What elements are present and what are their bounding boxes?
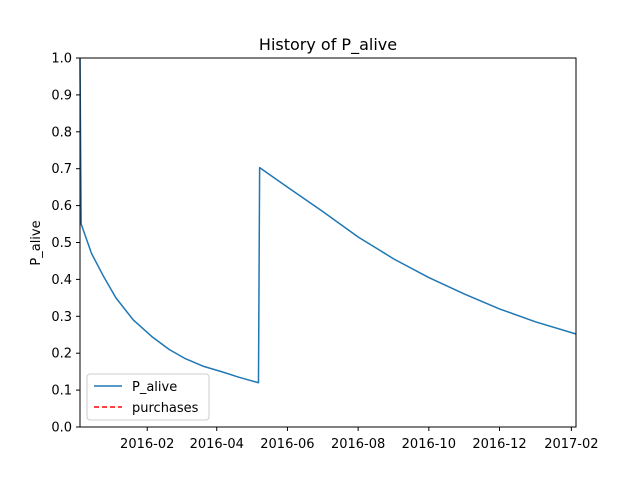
legend: P_alive purchases — [86, 373, 210, 421]
series-layer — [79, 57, 577, 384]
x-tick-label: 2016-12 — [472, 437, 526, 452]
x-tick-label: 2016-08 — [331, 437, 385, 452]
y-tick-label: 0.6 — [51, 199, 72, 214]
y-tick-label: 1.0 — [51, 52, 72, 67]
y-tick-label: 0.1 — [51, 384, 72, 399]
y-tick-label: 0.2 — [51, 347, 72, 362]
x-tick-label: 2016-06 — [260, 437, 314, 452]
legend-label-p-alive: P_alive — [132, 380, 177, 395]
legend-label-purchases: purchases — [132, 401, 199, 416]
y-tick-label: 0.5 — [51, 236, 72, 251]
y-tick-label: 0.9 — [51, 88, 72, 103]
x-tick-label: 2017-02 — [544, 437, 598, 452]
y-tick-label: 0.7 — [51, 162, 72, 177]
x-axis-ticks: 2016-02 2016-04 2016-06 2016-08 2016-10 2016-… — [120, 427, 599, 452]
x-tick-label: 2016-02 — [120, 437, 174, 452]
y-tick-label: 0.0 — [51, 421, 72, 436]
x-tick-label: 2016-10 — [402, 437, 456, 452]
y-tick-label: 0.3 — [51, 310, 72, 325]
y-tick-label: 0.8 — [51, 125, 72, 140]
y-axis-label: P_alive — [29, 220, 44, 265]
series-line-p-alive — [79, 57, 577, 384]
x-tick-label: 2016-04 — [190, 437, 244, 452]
y-tick-label: 0.4 — [51, 273, 72, 288]
y-axis-ticks: 0.0 0.1 0.2 0.3 0.4 0.5 0.6 0.7 0.8 0.9 1.0 — [51, 52, 80, 436]
chart-title: History of P_alive — [259, 35, 397, 55]
plot-frame — [79, 57, 577, 428]
